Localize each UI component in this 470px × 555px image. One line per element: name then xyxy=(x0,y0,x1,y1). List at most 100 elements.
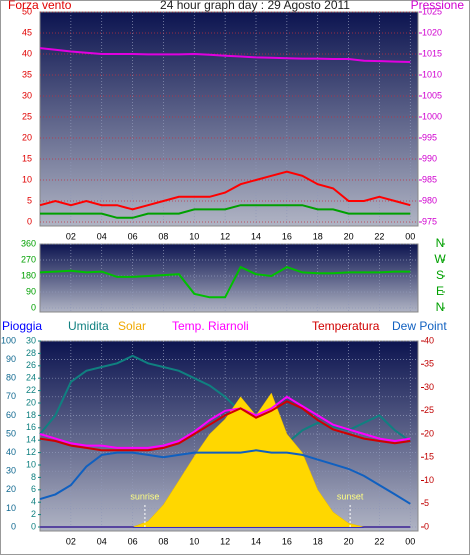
y-tick-label: 40 xyxy=(22,48,32,58)
line xyxy=(39,170,411,211)
y-tick-label: 30 xyxy=(424,382,434,392)
plot-background xyxy=(39,243,419,313)
y-tick-label: 1020 xyxy=(422,27,442,37)
y-tick-label: 6 xyxy=(31,484,36,494)
x-tick-label: 04 xyxy=(97,536,107,546)
y-tick-label: 35 xyxy=(22,69,32,79)
y-tick-label: 4 xyxy=(31,497,36,507)
y-tick-label: 35 xyxy=(424,359,434,369)
y-tick-label: 0 xyxy=(11,521,16,531)
annotation-label: sunrise xyxy=(130,491,159,501)
y-tick-label: 15 xyxy=(424,452,434,462)
y-tick-label: 60 xyxy=(6,410,16,420)
y-tick-label: 985 xyxy=(422,174,437,184)
y-tick-label: 18 xyxy=(26,410,36,420)
x-tick-label: 10 xyxy=(189,231,199,241)
y-tick-label: 14 xyxy=(26,435,36,445)
y-tick-label: 10 xyxy=(26,459,36,469)
y-tick-label: 270 xyxy=(21,254,36,264)
y-tick-label: 90 xyxy=(26,286,36,296)
x-tick-label: 22 xyxy=(374,536,384,546)
y-tick-label: 30 xyxy=(22,90,32,100)
wind-label: Forza vento xyxy=(8,0,72,12)
y-tick-label: 0 xyxy=(31,302,36,312)
x-tick-label: 20 xyxy=(344,231,354,241)
x-tick-label: 22 xyxy=(374,231,384,241)
y-tick-label: 80 xyxy=(6,373,16,383)
y-tick-label: 20 xyxy=(26,397,36,407)
x-tick-label: 16 xyxy=(282,231,292,241)
y-tick-label: 8 xyxy=(31,472,36,482)
line xyxy=(39,395,411,449)
annotation-label: sunset xyxy=(337,491,364,501)
plot-background xyxy=(39,11,419,227)
x-tick-label: 08 xyxy=(158,536,168,546)
y-tick-label: 10 xyxy=(6,503,16,513)
y-tick-label: 10 xyxy=(22,174,32,184)
y-tick-label: 90 xyxy=(6,354,16,364)
y-tick-label: 1010 xyxy=(422,69,442,79)
x-tick-label: 06 xyxy=(128,231,138,241)
x-tick-label: 20 xyxy=(344,536,354,546)
y-tick-label: 22 xyxy=(26,385,36,395)
x-tick-label: 02 xyxy=(66,231,76,241)
y-tick-label: 1015 xyxy=(422,48,442,58)
line xyxy=(39,265,411,299)
y-tick-label: 40 xyxy=(424,335,434,345)
line xyxy=(40,204,411,219)
y-tick-label: 5 xyxy=(424,498,429,508)
y-tick-label: 975 xyxy=(422,216,437,226)
x-tick-label: 08 xyxy=(158,231,168,241)
y-tick-label: 20 xyxy=(22,132,32,142)
legend-label: Umidita xyxy=(68,319,109,333)
y-tick-label: 5 xyxy=(27,195,32,205)
y-tick-label: 0 xyxy=(27,216,32,226)
line xyxy=(39,449,411,505)
y-tick-label: S xyxy=(436,268,444,282)
y-tick-label: 30 xyxy=(26,335,36,345)
y-tick-label: E xyxy=(436,284,444,298)
x-tick-label: 12 xyxy=(220,536,230,546)
y-tick-label: N xyxy=(436,236,445,250)
x-tick-label: 04 xyxy=(97,231,107,241)
legend-label: Pioggia xyxy=(2,319,42,333)
x-tick-label: 18 xyxy=(313,536,323,546)
y-tick-label: 1025 xyxy=(422,6,442,16)
legend-label: Dew Point xyxy=(392,319,447,333)
x-tick-label: 06 xyxy=(128,536,138,546)
x-tick-label: 10 xyxy=(189,536,199,546)
y-tick-label: 1005 xyxy=(422,90,442,100)
y-tick-label: 0 xyxy=(31,521,36,531)
y-tick-label: 15 xyxy=(22,153,32,163)
x-tick-label: 14 xyxy=(251,231,261,241)
y-tick-label: 26 xyxy=(26,360,36,370)
y-tick-label: 980 xyxy=(422,195,437,205)
y-tick-label: 28 xyxy=(26,348,36,358)
y-tick-label: 25 xyxy=(22,111,32,121)
area xyxy=(40,392,411,528)
y-tick-label: 995 xyxy=(422,132,437,142)
pressure-label: Pressione xyxy=(411,0,465,12)
y-tick-label: 70 xyxy=(6,391,16,401)
x-tick-label: 16 xyxy=(282,536,292,546)
y-tick-label: 20 xyxy=(6,484,16,494)
y-tick-label: 180 xyxy=(21,270,36,280)
x-tick-label: 18 xyxy=(313,231,323,241)
x-tick-label: 12 xyxy=(220,231,230,241)
y-tick-label: 10 xyxy=(424,475,434,485)
x-tick-label: 02 xyxy=(66,536,76,546)
chart-title: 24 hour graph day : 29 Agosto 2011 xyxy=(160,0,350,12)
x-tick-label: 00 xyxy=(405,231,415,241)
y-tick-label: 2 xyxy=(31,509,36,519)
x-tick-label: 14 xyxy=(251,536,261,546)
y-tick-label: 25 xyxy=(424,405,434,415)
y-tick-label: 100 xyxy=(1,335,16,345)
legend-label: Temperatura xyxy=(312,319,380,333)
y-tick-label: 360 xyxy=(21,238,36,248)
y-tick-label: 20 xyxy=(424,428,434,438)
y-tick-label: 30 xyxy=(6,466,16,476)
y-tick-label: 0 xyxy=(424,521,429,531)
y-tick-label: 45 xyxy=(22,27,32,37)
y-tick-label: W xyxy=(434,252,446,266)
